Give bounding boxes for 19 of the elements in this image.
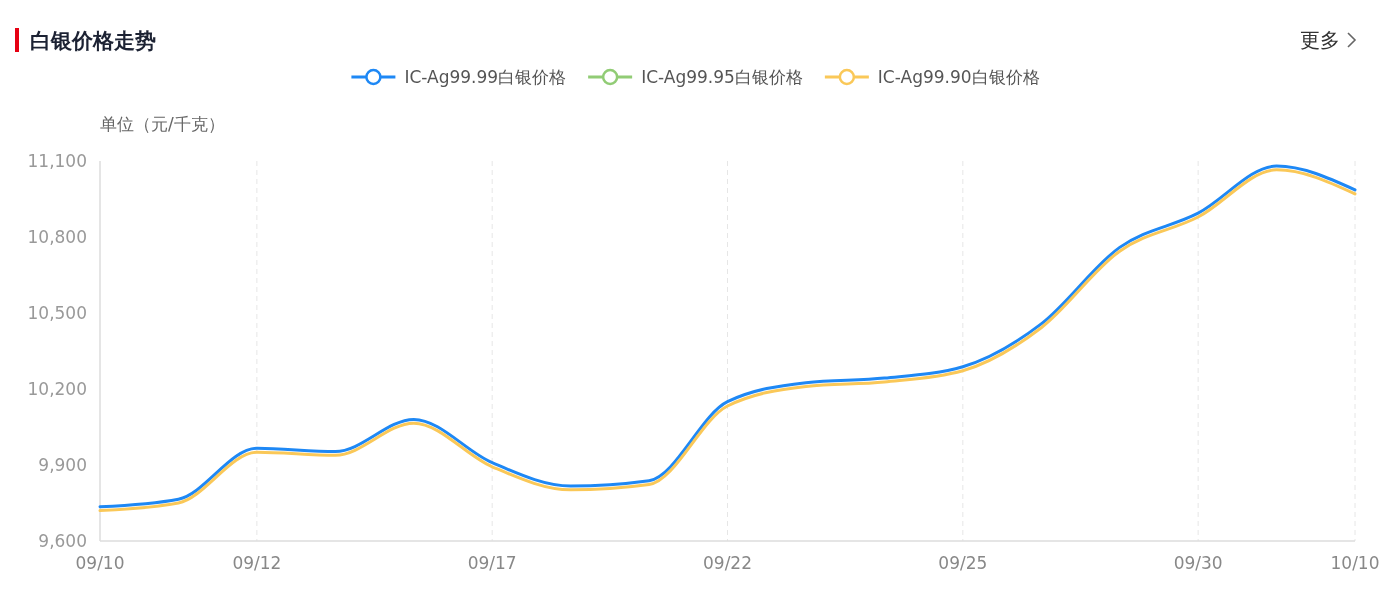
y-tick-label: 10,200	[27, 378, 87, 399]
x-tick-label: 09/22	[703, 552, 752, 573]
legend-label: IC-Ag99.99白银价格	[404, 66, 567, 87]
x-tick-label: 09/17	[467, 552, 517, 573]
y-tick-label: 10,800	[27, 226, 87, 247]
x-tick-label: 09/30	[1173, 552, 1223, 573]
legend-label: IC-Ag99.90白银价格	[877, 66, 1040, 87]
legend-label: IC-Ag99.95白银价格	[641, 66, 803, 87]
y-tick-label: 11,100	[27, 150, 87, 171]
y-tick-label: 9,900	[38, 454, 87, 475]
x-tick-label: 09/25	[938, 552, 988, 573]
y-axis-title: 单位（元/千克）	[100, 114, 225, 134]
x-tick-label: 10/10	[1330, 552, 1380, 573]
x-tick-label: 09/12	[232, 552, 282, 573]
chart-title: 白银价格走势	[30, 29, 156, 53]
y-tick-label: 10,500	[27, 302, 87, 323]
y-tick-label: 9,600	[38, 530, 87, 551]
x-tick-label: 09/10	[75, 552, 125, 573]
text: 更多	[1300, 28, 1340, 52]
